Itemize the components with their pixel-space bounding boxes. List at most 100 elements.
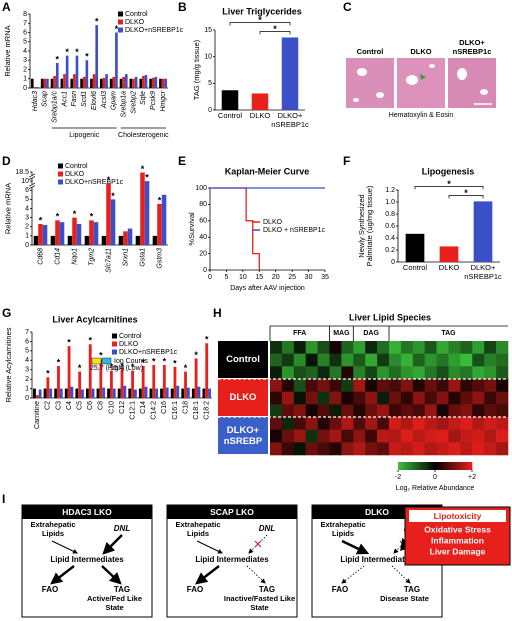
x-tick-label-box: DLKO <box>439 264 459 272</box>
bar <box>144 386 148 398</box>
y-tick-label: 2 <box>25 376 29 383</box>
state-label-box: Disease State <box>380 595 429 603</box>
x-tick-label: C18 <box>182 401 189 414</box>
y-tick-label: 0.4 <box>385 235 395 242</box>
y-tick-label: 0 <box>391 259 395 266</box>
middle-label: Lipid Intermediates <box>195 555 269 564</box>
heatmap-cell <box>377 391 390 405</box>
bar <box>38 224 43 245</box>
heatmap-cell <box>317 379 330 392</box>
colorbar-tick-label: -2 <box>395 474 401 481</box>
y-tick-label: 1 <box>23 76 27 83</box>
bar <box>119 78 123 88</box>
y-tick-label: 6 <box>25 187 29 194</box>
heatmap-cell <box>460 442 473 456</box>
y-tick-label: 4 <box>25 357 29 364</box>
colorbar-slice <box>405 462 409 470</box>
significance-mark: * <box>46 369 50 379</box>
x-tick-label: Sqle <box>140 91 147 105</box>
heatmap-cell <box>400 417 414 430</box>
chart-title: Liver Triglycerides <box>222 6 302 16</box>
heatmap-cell <box>389 442 402 456</box>
bar <box>75 55 79 88</box>
diagram-title: HDAC3 LKO <box>62 507 112 517</box>
heatmap-cell <box>281 353 295 367</box>
colorbar-slice <box>407 462 411 470</box>
heatmap-cell <box>496 353 509 367</box>
row-group-label: DLKO <box>229 392 257 403</box>
legend-swatch <box>58 163 63 169</box>
legend-swatch <box>58 179 63 185</box>
x-axis-label: Days after AAV injection <box>230 285 305 292</box>
heatmap-cell <box>270 429 283 443</box>
bar <box>110 199 116 245</box>
significance-mark: * <box>110 362 114 372</box>
x-tick-label: DLKO+ nSREBP1c <box>271 112 309 129</box>
x-tick-label: C12:1 <box>129 401 136 420</box>
heatmap-cell <box>317 341 330 354</box>
y-tick-label: 0 <box>208 107 212 114</box>
x-tick-label-box: DLKO+ nSREBP1c <box>271 112 309 129</box>
group-label: Cholesterogenic <box>118 132 169 139</box>
column-group-label: DAG <box>363 330 379 337</box>
bar <box>161 194 167 245</box>
bar <box>134 76 138 88</box>
heatmap-cell <box>400 391 414 405</box>
colorbar-slice <box>459 462 463 470</box>
bar <box>439 246 459 262</box>
heatmap-cell <box>460 353 473 367</box>
heatmap-cell <box>293 353 306 367</box>
diagram-arrow <box>248 534 268 554</box>
significance-mark: * <box>115 24 119 34</box>
heatmap-cell <box>448 366 461 380</box>
diagram-arrow <box>391 565 411 584</box>
heatmap-cell <box>341 404 354 418</box>
bar <box>191 388 195 398</box>
heatmap-cell <box>377 417 390 430</box>
outcome-item: Oxidative Stress <box>424 524 491 534</box>
x-tick-label: Srxn1 <box>122 248 129 266</box>
image-label: DLKO+ nSREBP1c <box>452 38 492 56</box>
heatmap-cell <box>496 379 509 392</box>
heatmap-cell <box>424 366 437 380</box>
heatmap-cell <box>341 366 354 380</box>
bar <box>473 201 493 262</box>
y-tick-label: 20 <box>199 250 207 257</box>
x-tick-label-box: DLKO+ nSREBP1c <box>464 264 502 280</box>
x-tick-label: Hmgcr <box>160 90 167 111</box>
heatmap-cell <box>353 429 366 443</box>
bar <box>42 224 48 245</box>
x-tick-label: 30 <box>305 274 313 281</box>
x-tick-label-box: Control <box>218 112 242 120</box>
diagram-arrow <box>101 565 122 585</box>
significance-bracket <box>414 186 484 190</box>
y-tick-label: 1 <box>25 385 29 392</box>
bar <box>144 181 150 245</box>
right-label: TAG <box>259 585 275 594</box>
heatmap-cell <box>460 391 473 405</box>
x-tick-label-box: DLKO <box>250 112 270 120</box>
bar <box>85 60 89 88</box>
heatmap-cell <box>317 366 330 380</box>
colorbar-slice <box>412 462 416 470</box>
heatmap-cell <box>293 379 306 392</box>
chart-title: Liver Acylcarnitines <box>52 314 137 324</box>
heatmap-cell <box>412 366 425 380</box>
x-tick-label: 25 <box>288 274 296 281</box>
heatmap-cell <box>341 353 354 367</box>
state-label-box: Active/Fed Like State <box>87 595 142 611</box>
x-tick-label: C5 <box>76 401 83 410</box>
ion-high: 25.7 (High) <box>90 365 125 372</box>
colorbar-slice <box>467 462 470 470</box>
dnl-label: DNL <box>259 524 276 533</box>
bar <box>221 90 239 110</box>
heatmap-cell <box>496 366 509 380</box>
bar <box>99 78 103 88</box>
heatmap-cell <box>293 429 306 443</box>
x-tick-label: Srebp1a <box>120 91 127 118</box>
heatmap-cell <box>436 341 449 354</box>
bar <box>64 388 68 398</box>
heatmap-cell <box>281 404 295 418</box>
x-tick-label: Nqo1 <box>71 248 78 265</box>
